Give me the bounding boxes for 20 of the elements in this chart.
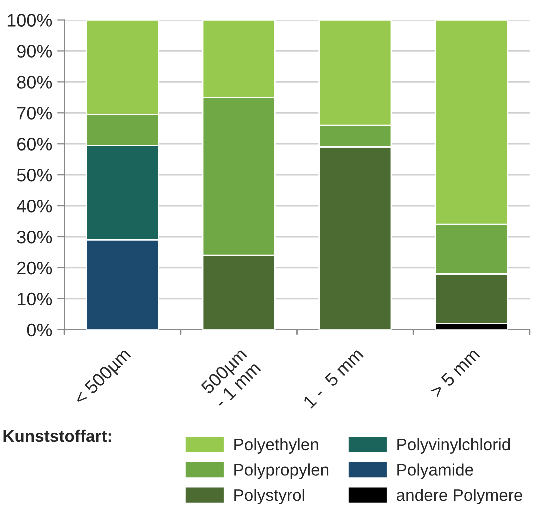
y-tick-label: 20% — [18, 262, 52, 275]
legend-label: Polypropylen — [234, 464, 329, 480]
y-tick-label: 60% — [18, 138, 52, 151]
y-tick-label: 30% — [17, 230, 52, 244]
legend-label: Polyvinylchlorid — [398, 438, 510, 454]
y-tick-label: 70% — [18, 107, 52, 120]
y-tick-label: 80% — [17, 76, 52, 89]
y-tick-label: 90% — [17, 45, 52, 58]
legend-label: Polyamide — [398, 464, 474, 480]
y-tick-label: 40% — [17, 200, 52, 213]
y-tick-label: 0% — [27, 324, 52, 337]
x-tick-label: 1 - 5 mm — [302, 348, 364, 409]
y-tick-label: 10% — [18, 292, 52, 306]
legend-label: andere Polymere — [396, 488, 522, 505]
y-tick-label: 50% — [17, 169, 52, 182]
legend-label: Polystyrol — [234, 488, 304, 505]
legend-title: Kunststoffart: — [4, 430, 112, 442]
y-tick-label: 100% — [8, 14, 52, 27]
x-tick-label: > 5 mm — [430, 348, 480, 398]
legend-label: Polyethylen — [234, 438, 318, 454]
